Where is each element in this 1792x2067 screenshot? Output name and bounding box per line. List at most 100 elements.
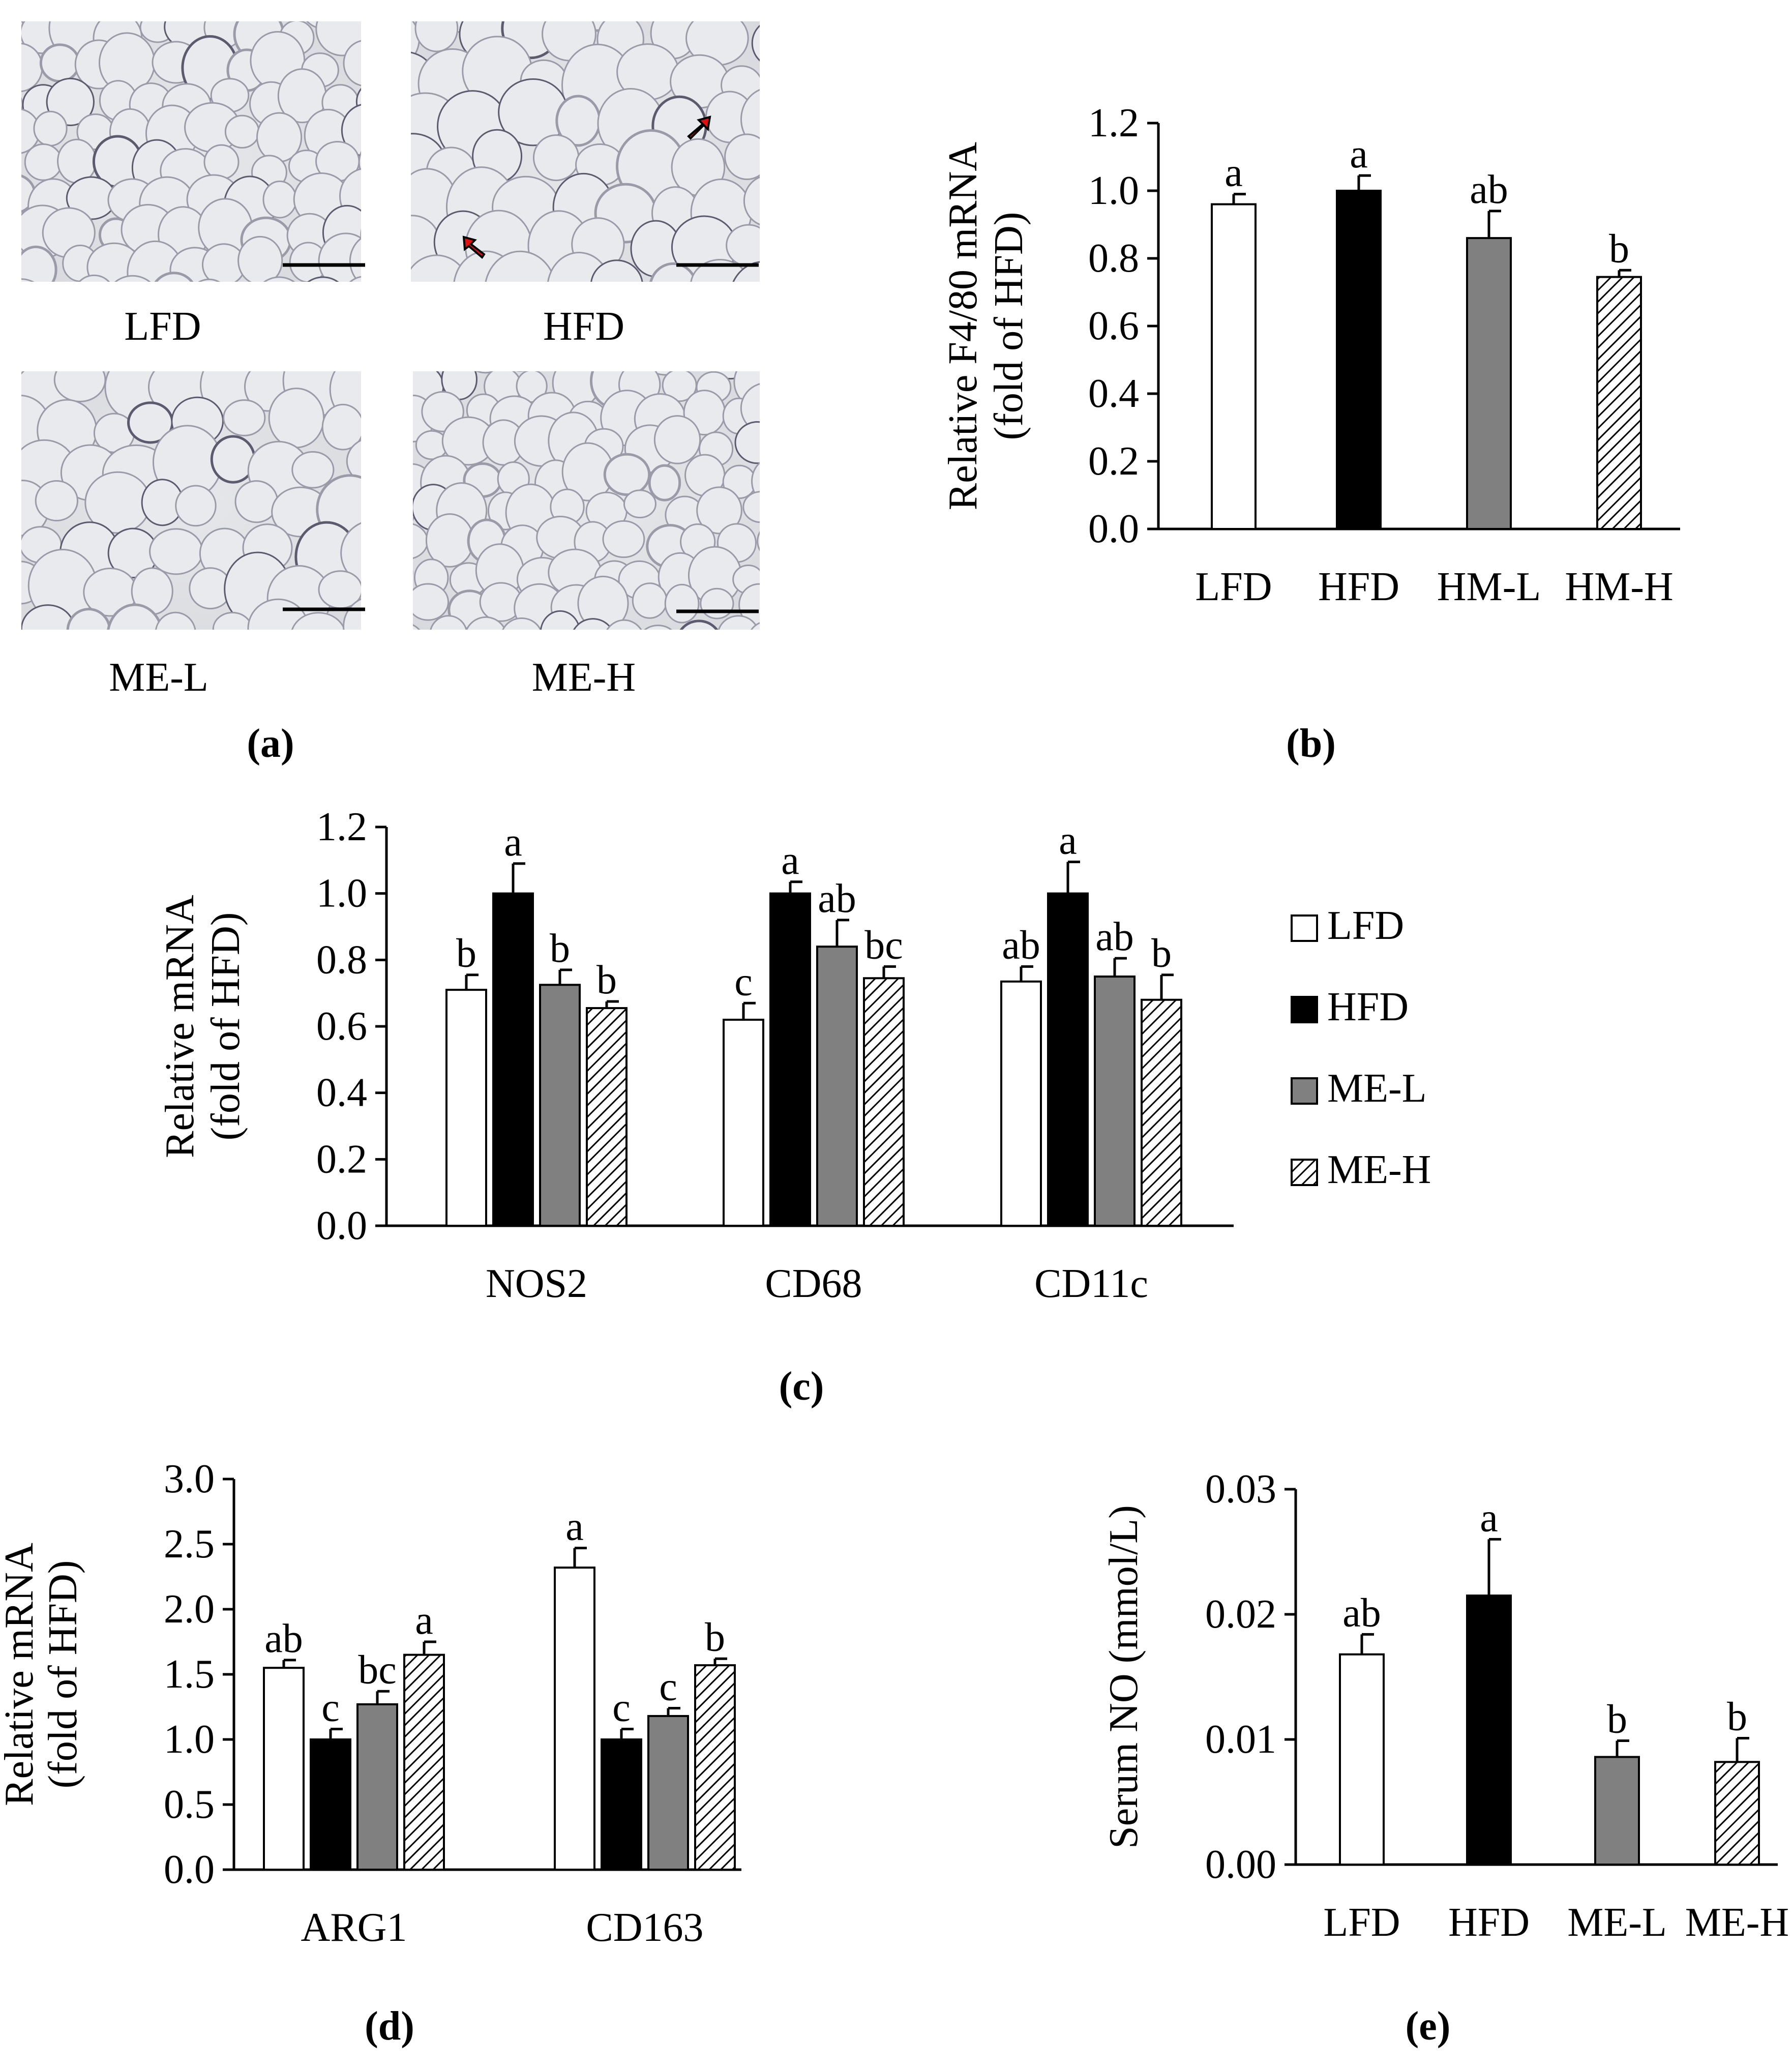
bar (1466, 1594, 1512, 1866)
legend-swatch (1291, 1077, 1318, 1105)
significance-label: ab (264, 1616, 303, 1661)
y-tick-label: 0.03 (1205, 1467, 1276, 1512)
y-tick-label: 0.4 (1088, 371, 1139, 416)
y-tick-label: 0.8 (1088, 236, 1139, 281)
significance-label: b (705, 1615, 725, 1660)
bar (492, 892, 534, 1227)
significance-label: bc (864, 923, 903, 967)
x-tick-label: HM-H (1565, 565, 1673, 609)
bar (1094, 976, 1136, 1227)
bar (403, 1653, 445, 1871)
bar (1594, 1756, 1640, 1866)
bar (310, 1738, 351, 1871)
bar (1336, 190, 1382, 530)
y-tick-label: 1.0 (164, 1717, 215, 1762)
bar (356, 1703, 398, 1871)
y-tick-label: 0.2 (1088, 439, 1139, 484)
legend-label: LFD (1327, 903, 1404, 948)
chart-c: 0.0 0.2 0.4 0.6 0.8 1.0 1.2 Relative mRNA (fold … (158, 805, 1431, 1306)
x-tick-label: HFD (1318, 565, 1399, 609)
chart-b: 0.0 0.2 0.4 0.6 0.8 1.0 1.2 Relative F4/80 mRNA… (941, 101, 1680, 609)
significance-label: a (415, 1598, 433, 1643)
significance-label: a (1350, 132, 1368, 176)
y-tick-label: 0.02 (1205, 1592, 1276, 1637)
significance-label: a (1224, 151, 1243, 195)
bar (1141, 998, 1182, 1227)
bar (863, 977, 905, 1227)
x-tick-label: ME-H (1685, 1900, 1789, 1945)
significance-label: ab (1470, 167, 1508, 212)
y-tick-label: 1.0 (1088, 168, 1139, 213)
charts: 0.0 0.2 0.4 0.6 0.8 1.0 1.2 Relative F4/80 mRNA… (0, 101, 1789, 1950)
significance-label: bc (358, 1647, 397, 1692)
y-tick-label: 1.5 (164, 1652, 215, 1697)
significance-label: ab (1095, 914, 1134, 959)
significance-label: b (1151, 931, 1172, 976)
significance-label: a (1480, 1495, 1498, 1540)
significance-label: a (504, 820, 522, 865)
y-tick-label: 0.0 (164, 1847, 215, 1892)
micrograph-me-h: ME-H (413, 371, 760, 700)
bar (1047, 892, 1089, 1227)
x-tick-label: LFD (1195, 565, 1272, 609)
y-tick-label: 0.6 (316, 1004, 367, 1049)
y-axis-label: Relative F4/80 mRNA (941, 142, 985, 511)
bar (1000, 980, 1042, 1227)
adipocyte-texture (411, 21, 760, 282)
adipocyte-texture (413, 371, 760, 630)
bar (1339, 1653, 1385, 1866)
legend-label: ME-L (1327, 1066, 1427, 1111)
y-tick-label: 0.0 (1088, 507, 1139, 551)
y-tick-label: 3.0 (164, 1457, 215, 1501)
x-tick-label: CD163 (586, 1905, 703, 1950)
red-arrow-icon (687, 115, 711, 140)
bar (586, 1007, 628, 1227)
x-tick-label: ARG1 (301, 1905, 407, 1950)
y-axis-label: (fold of HFD) (987, 212, 1031, 440)
bar (1596, 276, 1642, 530)
legend-label: ME-H (1327, 1147, 1431, 1192)
panel-label-c: (c) (779, 1364, 824, 1409)
significance-label: b (1607, 1697, 1627, 1741)
adipocyte-texture (21, 21, 361, 282)
legend: LFD HFD ME-L ME-H (1291, 903, 1431, 1192)
y-axis-label: Relative mRNA (158, 895, 202, 1158)
x-tick-label: HM-L (1437, 565, 1541, 609)
significance-label: a (1059, 818, 1077, 863)
y-axis-label: (fold of HFD) (41, 1560, 85, 1789)
bar (554, 1567, 595, 1871)
panel-label-e: (e) (1406, 2004, 1451, 2049)
y-axis-label: Relative mRNA (0, 1543, 42, 1806)
y-tick-label: 0.8 (316, 937, 367, 982)
bar (647, 1715, 689, 1871)
significance-label: ab (1002, 923, 1040, 967)
adipocyte-texture (21, 371, 361, 630)
bar (816, 946, 858, 1227)
micrograph-hfd: HFD (411, 21, 760, 349)
significance-label: c (734, 959, 753, 1004)
micrograph-label: HFD (543, 304, 624, 349)
bar (1714, 1761, 1760, 1866)
x-tick-label: LFD (1323, 1900, 1400, 1945)
chart-d: 0.0 0.5 1.0 1.5 2.0 2.5 3.0 Relative mRNA(fold … (0, 1457, 741, 1950)
y-axis-label: (fold of HFD) (203, 912, 248, 1141)
bar (539, 984, 581, 1227)
x-tick-label: CD68 (765, 1261, 862, 1306)
significance-label: b (456, 931, 476, 976)
y-tick-label: 1.2 (1088, 101, 1139, 145)
micrograph-me-l: ME-L (21, 371, 365, 700)
y-tick-label: 0.5 (164, 1782, 215, 1827)
bar (723, 1018, 764, 1227)
micrograph-label: ME-H (532, 655, 636, 700)
y-tick-label: 0.6 (1088, 304, 1139, 348)
chart-e: 0.00 0.01 0.02 0.03 Serum NO (mmol/L) ab LFD a H… (1101, 1467, 1789, 1945)
micrograph-label: LFD (124, 304, 201, 349)
y-axis-label: Serum NO (mmol/L) (1101, 1505, 1146, 1848)
significance-label: a (781, 838, 799, 883)
y-tick-label: 0.0 (316, 1203, 367, 1248)
y-tick-label: 0.01 (1205, 1717, 1276, 1762)
x-tick-label: NOS2 (486, 1261, 587, 1306)
significance-label: c (659, 1665, 677, 1709)
y-tick-label: 2.5 (164, 1522, 215, 1567)
